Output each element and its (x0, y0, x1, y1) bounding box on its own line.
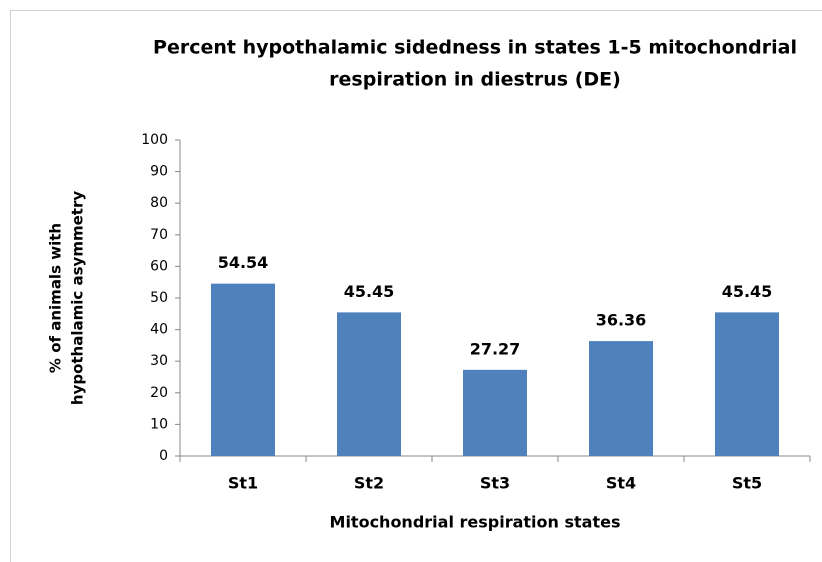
y-tick-label: 10 (150, 416, 168, 432)
data-label: 54.54 (218, 253, 269, 272)
y-axis-label-line: hypothalamic asymmetry (69, 191, 87, 405)
bar (463, 369, 527, 456)
y-tick-label: 80 (150, 195, 168, 211)
y-tick-label: 0 (159, 448, 168, 464)
chart-title: Percent hypothalamic sidedness in states… (153, 37, 797, 59)
y-tick-label: 20 (150, 385, 168, 401)
x-axis-label: Mitochondrial respiration states (330, 513, 621, 532)
x-tick-label: St3 (480, 474, 510, 493)
y-tick-label: 50 (150, 290, 168, 306)
y-tick-label: 30 (150, 353, 168, 369)
chart-title: respiration in diestrus (DE) (329, 69, 621, 91)
y-tick-label: 40 (150, 322, 168, 338)
x-tick-label: St5 (732, 474, 762, 493)
data-label: 36.36 (596, 311, 647, 330)
data-label: 45.45 (722, 282, 773, 301)
bar (211, 283, 275, 456)
y-tick-label: 90 (150, 164, 168, 180)
bar (337, 312, 401, 456)
y-axis-label: % of animals with hypothalamic asymmetry (47, 191, 87, 405)
bar (715, 312, 779, 456)
chart-frame (10, 10, 822, 562)
y-tick-label: 100 (141, 132, 168, 148)
data-label: 27.27 (470, 339, 521, 358)
y-tick-label: 70 (150, 227, 168, 243)
bar (589, 341, 653, 456)
x-tick-label: St1 (228, 474, 258, 493)
x-tick-label: St2 (354, 474, 384, 493)
x-tick-label: St4 (606, 474, 636, 493)
y-axis-label-line: % of animals with (47, 223, 65, 373)
data-label: 45.45 (344, 282, 395, 301)
y-tick-label: 60 (150, 258, 168, 274)
